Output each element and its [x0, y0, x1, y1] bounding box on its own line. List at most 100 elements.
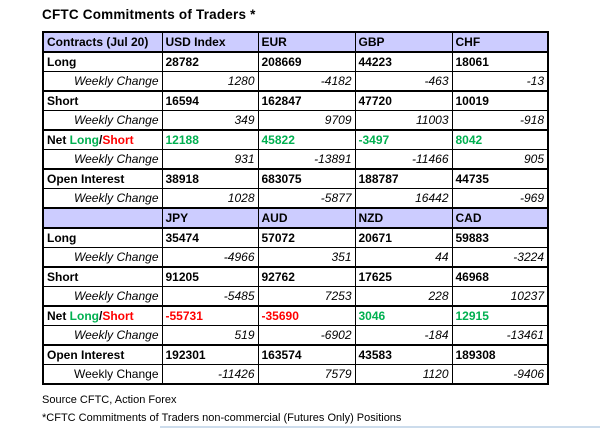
table-row: Net Long/Short 12188 45822 -3497 8042	[42, 129, 549, 150]
value-cell: 38918	[161, 168, 259, 189]
value-cell: 43583	[354, 344, 453, 365]
value-cell: -184	[354, 325, 453, 346]
currency-header-cell: USD Index	[161, 31, 259, 53]
row-label: Net Long/Short	[42, 305, 163, 326]
table-row: Weekly Change 519 -6902 -184 -13461	[42, 325, 549, 346]
row-label: Long	[42, 51, 163, 72]
value-cell: -5485	[161, 286, 259, 307]
value-cell: 9709	[257, 110, 356, 131]
value-cell: -13891	[257, 149, 356, 170]
currency-header-cell: EUR	[257, 31, 356, 53]
value-cell: 931	[161, 149, 259, 170]
value-cell: 7579	[257, 364, 356, 385]
value-cell: -918	[451, 110, 549, 131]
currency-header-cell: AUD	[257, 207, 356, 229]
value-cell: -4182	[257, 71, 356, 92]
value-cell: 1120	[354, 364, 453, 385]
table-row: Open Interest 38918 683075 188787 44735	[42, 168, 549, 189]
table-row: Weekly Change 931 -13891 -11466 905	[42, 149, 549, 170]
value-cell: -3224	[451, 247, 549, 268]
section-header-row-2: JPY AUD NZD CAD	[42, 207, 549, 229]
row-label: Weekly Change	[42, 110, 163, 131]
value-cell: 59883	[451, 227, 549, 248]
row-label: Weekly Change	[42, 286, 163, 307]
value-cell: -13461	[451, 325, 549, 346]
value-cell: 57072	[257, 227, 356, 248]
table-row: Weekly Change 349 9709 11003 -918	[42, 110, 549, 131]
value-cell: 3046	[354, 305, 453, 326]
value-cell: 10237	[451, 286, 549, 307]
row-label: Long	[42, 227, 163, 248]
section-header-row-1: Contracts (Jul 20) USD Index EUR GBP CHF	[42, 31, 549, 53]
value-cell: 16442	[354, 188, 453, 209]
value-cell: 163574	[257, 344, 356, 365]
value-cell: 228	[354, 286, 453, 307]
row-label: Weekly Change	[42, 364, 163, 385]
row-label: Weekly Change	[42, 71, 163, 92]
value-cell: 349	[161, 110, 259, 131]
table-row: Open Interest 192301 163574 43583 189308	[42, 344, 549, 365]
row-label: Open Interest	[42, 344, 163, 365]
value-cell: 10019	[451, 90, 549, 111]
value-cell: 12915	[451, 305, 549, 326]
table-row: Net Long/Short -55731 -35690 3046 12915	[42, 305, 549, 326]
value-cell: 92762	[257, 266, 356, 287]
currency-header-cell: JPY	[161, 207, 259, 229]
value-cell: 18061	[451, 51, 549, 72]
table-row: Weekly Change -5485 7253 228 10237	[42, 286, 549, 307]
value-cell: 91205	[161, 266, 259, 287]
currency-header-cell: NZD	[354, 207, 453, 229]
value-cell: 17625	[354, 266, 453, 287]
table-row: Weekly Change -11426 7579 1120 -9406	[42, 364, 549, 385]
value-cell: 683075	[257, 168, 356, 189]
currency-header-cell: CHF	[451, 31, 549, 53]
value-cell: -13	[451, 71, 549, 92]
value-cell: 1028	[161, 188, 259, 209]
value-cell: -969	[451, 188, 549, 209]
contracts-header-cell: Contracts (Jul 20)	[42, 31, 163, 53]
row-label: Short	[42, 266, 163, 287]
value-cell: -55731	[161, 305, 259, 326]
value-cell: 905	[451, 149, 549, 170]
value-cell: 188787	[354, 168, 453, 189]
cot-table-body: Contracts (Jul 20) USD Index EUR GBP CHF Long…	[42, 31, 549, 385]
currency-header-cell: CAD	[451, 207, 549, 229]
contracts-header-cell	[42, 207, 163, 229]
cot-table: Contracts (Jul 20) USD Index EUR GBP CHF Long…	[42, 31, 549, 385]
value-cell: 189308	[451, 344, 549, 365]
value-cell: 46968	[451, 266, 549, 287]
value-cell: 44735	[451, 168, 549, 189]
value-cell: -463	[354, 71, 453, 92]
table-row: Weekly Change -4966 351 44 -3224	[42, 247, 549, 268]
row-label: Weekly Change	[42, 325, 163, 346]
value-cell: 20671	[354, 227, 453, 248]
page-title: CFTC Commitments of Traders *	[42, 7, 256, 22]
footer: Source CFTC, Action Forex *CFTC Commitme…	[42, 391, 401, 427]
value-cell: -35690	[257, 305, 356, 326]
currency-header-cell: GBP	[354, 31, 453, 53]
value-cell: 12188	[161, 129, 259, 150]
value-cell: 351	[257, 247, 356, 268]
value-cell: 162847	[257, 90, 356, 111]
row-label: Weekly Change	[42, 247, 163, 268]
table-row: Weekly Change 1280 -4182 -463 -13	[42, 71, 549, 92]
value-cell: -6902	[257, 325, 356, 346]
value-cell: 45822	[257, 129, 356, 150]
table-row: Short 16594 162847 47720 10019	[42, 90, 549, 111]
value-cell: 192301	[161, 344, 259, 365]
value-cell: 208669	[257, 51, 356, 72]
value-cell: -9406	[451, 364, 549, 385]
row-label: Open Interest	[42, 168, 163, 189]
table-row: Long 28782 208669 44223 18061	[42, 51, 549, 72]
value-cell: 28782	[161, 51, 259, 72]
value-cell: -5877	[257, 188, 356, 209]
value-cell: 1280	[161, 71, 259, 92]
row-label: Short	[42, 90, 163, 111]
table-row: Weekly Change 1028 -5877 16442 -969	[42, 188, 549, 209]
value-cell: -11466	[354, 149, 453, 170]
table-row: Long 35474 57072 20671 59883	[42, 227, 549, 248]
row-label: Weekly Change	[42, 149, 163, 170]
value-cell: 11003	[354, 110, 453, 131]
value-cell: -11426	[161, 364, 259, 385]
value-cell: 7253	[257, 286, 356, 307]
